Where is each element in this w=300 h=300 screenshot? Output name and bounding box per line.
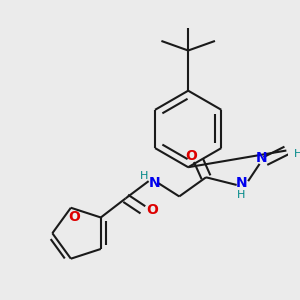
Text: H: H: [237, 190, 246, 200]
Text: N: N: [148, 176, 160, 190]
Text: O: O: [68, 210, 80, 224]
Text: N: N: [236, 176, 247, 190]
Text: H: H: [140, 171, 148, 181]
Text: O: O: [185, 149, 197, 163]
Text: N: N: [256, 151, 267, 165]
Text: O: O: [146, 203, 158, 217]
Text: H: H: [294, 149, 300, 159]
